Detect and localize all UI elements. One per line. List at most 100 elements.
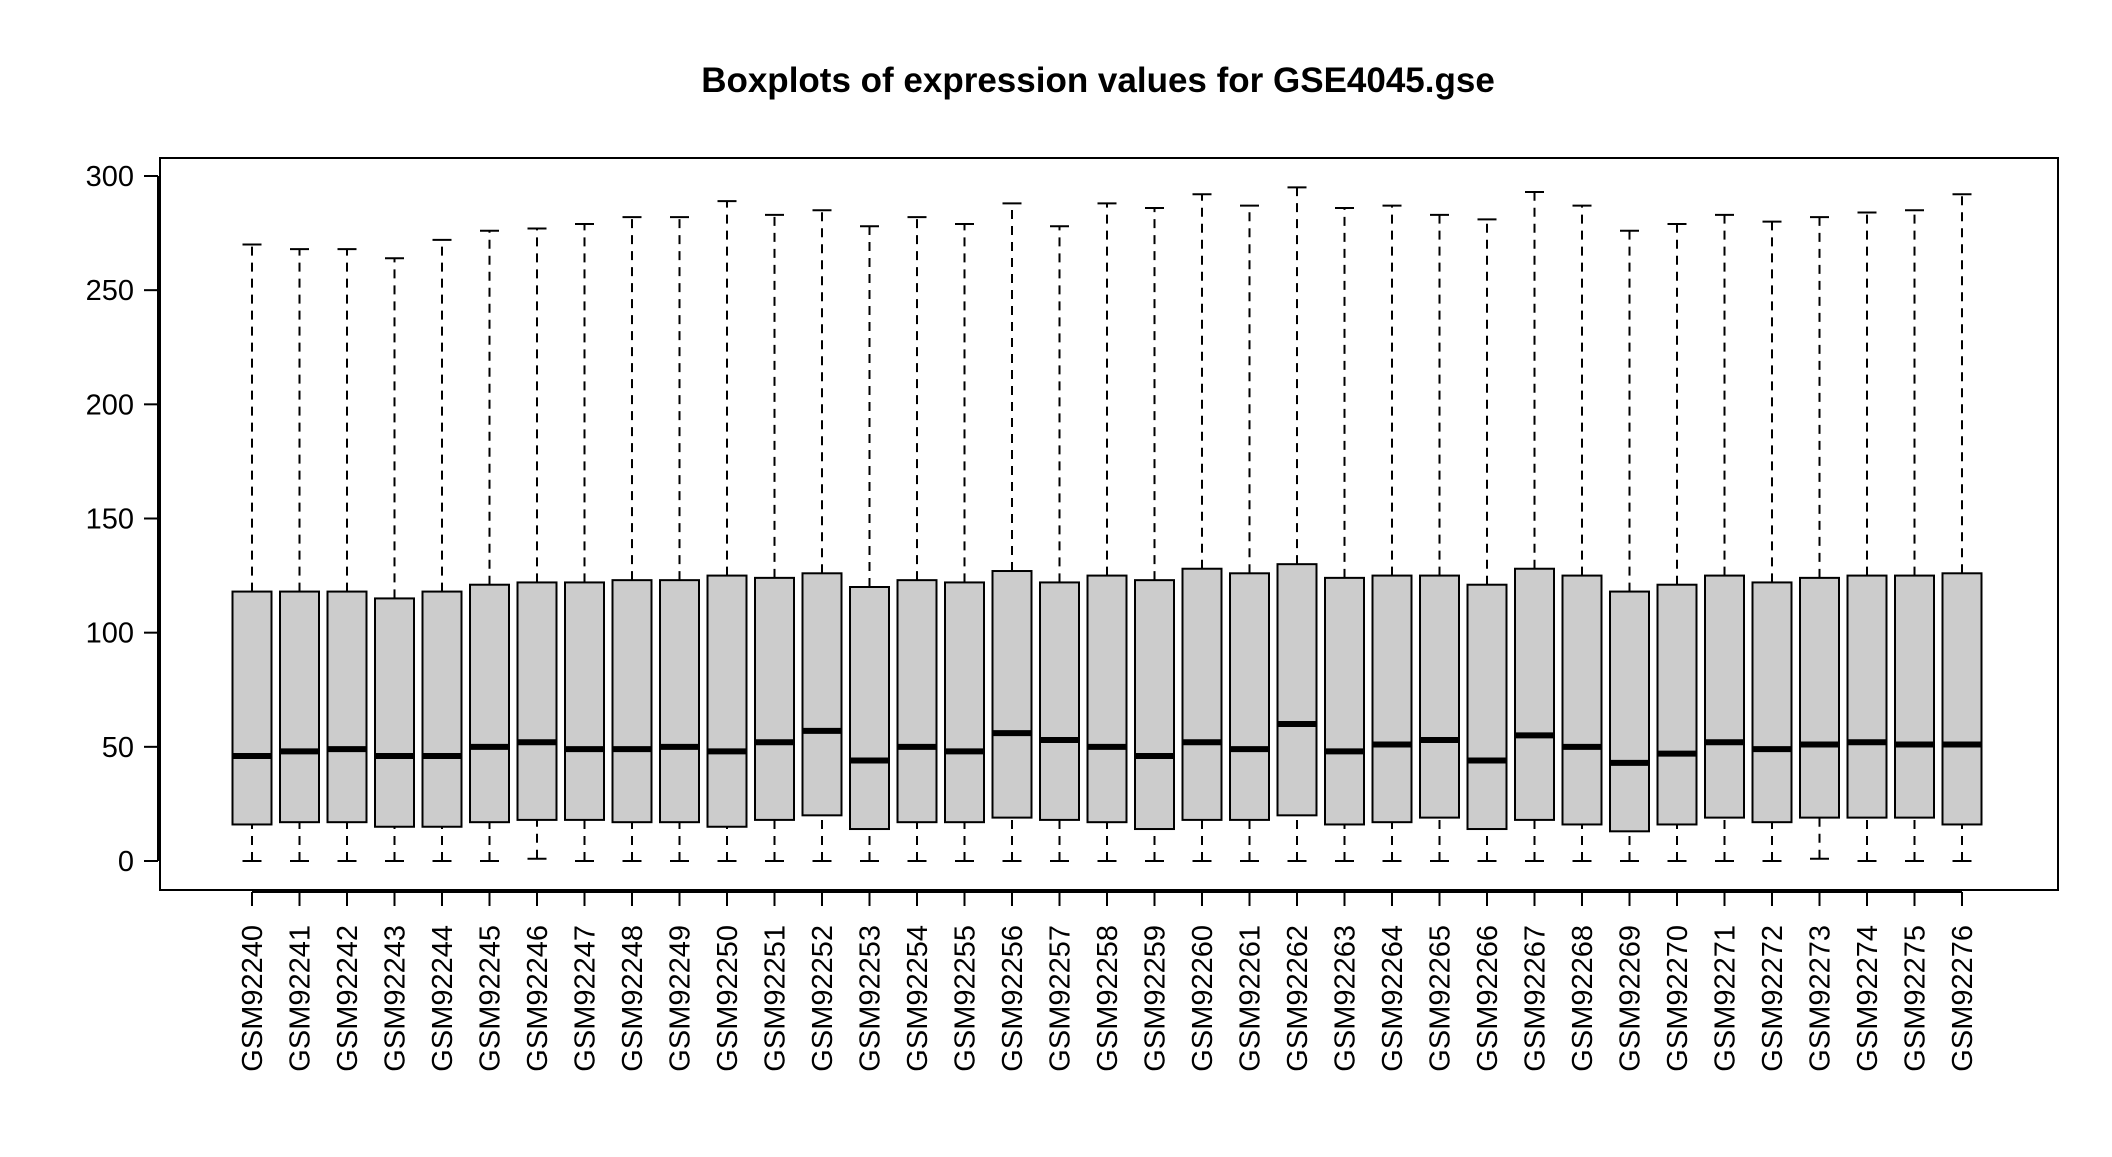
iqr-box — [374, 597, 415, 828]
iqr-box — [1751, 581, 1793, 824]
iqr-box — [1846, 574, 1888, 819]
x-tick-label: GSM92257 — [1045, 925, 1077, 1072]
x-tick-label: GSM92269 — [1615, 925, 1647, 1072]
iqr-box — [754, 576, 795, 821]
iqr-box — [849, 586, 890, 831]
x-tick-label: GSM92243 — [380, 925, 412, 1072]
iqr-box — [326, 590, 368, 824]
box-gsm92273 — [1799, 216, 1840, 860]
iqr-box — [1419, 574, 1460, 819]
x-axis: GSM92240 GSM92241 GSM92242 GSM92243 GSM92244… — [237, 891, 1979, 1072]
x-tick-label: GSM92273 — [1805, 925, 1837, 1072]
iqr-box — [1609, 590, 1650, 833]
box-gsm92270 — [1656, 222, 1698, 862]
x-tick-label: GSM92268 — [1567, 925, 1599, 1072]
iqr-box — [1134, 579, 1175, 831]
x-tick-label: GSM92258 — [1092, 925, 1124, 1072]
x-tick-label: GSM92274 — [1852, 925, 1884, 1072]
x-tick-label: GSM92248 — [617, 925, 649, 1072]
x-tick-label: GSM92266 — [1472, 925, 1504, 1072]
iqr-box — [1039, 581, 1080, 821]
x-tick-label: GSM92256 — [997, 925, 1029, 1072]
iqr-box — [659, 579, 700, 824]
x-tick-label: GSM92261 — [1235, 925, 1267, 1072]
x-tick-label: GSM92249 — [665, 925, 697, 1072]
x-tick-label: GSM92263 — [1330, 925, 1362, 1072]
box-gsm92272 — [1751, 220, 1793, 862]
iqr-box — [421, 590, 463, 828]
y-axis: 0 50 100 150 200 250 300 — [86, 161, 159, 878]
chart-title: Boxplots of expression values for GSE404… — [701, 61, 1495, 100]
iqr-box — [1276, 563, 1318, 817]
iqr-box — [944, 581, 985, 824]
iqr-box — [1704, 574, 1745, 819]
box-gsm92263 — [1324, 206, 1365, 862]
box-gsm92274 — [1846, 211, 1888, 862]
x-tick-label: GSM92260 — [1187, 925, 1219, 1072]
iqr-box — [279, 590, 320, 824]
x-tick-label: GSM92240 — [237, 925, 269, 1072]
x-tick-label: GSM92271 — [1710, 925, 1742, 1072]
box-gsm92267 — [1514, 190, 1555, 862]
iqr-box — [706, 574, 748, 828]
x-tick-label: GSM92251 — [760, 925, 792, 1072]
plot-frame — [159, 157, 2059, 891]
box-gsm92266 — [1466, 218, 1508, 862]
box-gsm92256 — [991, 202, 1033, 862]
box-gsm92261 — [1229, 204, 1270, 862]
iqr-box — [1894, 574, 1935, 819]
box-gsm92246 — [516, 227, 558, 860]
box-gsm92252 — [801, 209, 843, 862]
box-gsm92258 — [1086, 202, 1128, 862]
iqr-box — [1561, 574, 1603, 826]
box-gsm92264 — [1371, 204, 1413, 862]
iqr-box — [564, 581, 605, 821]
box-gsm92242 — [326, 248, 368, 862]
box-gsm92253 — [849, 225, 890, 862]
x-tick-label: GSM92265 — [1425, 925, 1457, 1072]
box-gsm92243 — [374, 257, 415, 862]
box-gsm92262 — [1276, 186, 1318, 862]
x-tick-label: GSM92267 — [1520, 925, 1552, 1072]
box-gsm92250 — [706, 200, 748, 862]
box-gsm92269 — [1609, 229, 1650, 862]
x-tick-label: GSM92259 — [1140, 925, 1172, 1072]
x-tick-label: GSM92246 — [522, 925, 554, 1072]
iqr-box — [1799, 576, 1840, 819]
iqr-box — [1181, 567, 1223, 821]
x-tick-label: GSM92252 — [807, 925, 839, 1072]
box-gsm92265 — [1419, 213, 1460, 862]
iqr-box — [231, 590, 273, 826]
x-tick-label: GSM92255 — [950, 925, 982, 1072]
boxes — [231, 186, 1983, 862]
iqr-box — [516, 581, 558, 821]
box-gsm92257 — [1039, 225, 1080, 862]
iqr-box — [1466, 583, 1508, 831]
box-gsm92241 — [279, 248, 320, 862]
box-gsm92271 — [1704, 213, 1745, 862]
box-gsm92240 — [231, 243, 273, 862]
box-gsm92245 — [469, 229, 510, 862]
y-tick-label: 100 — [86, 618, 134, 650]
box-gsm92260 — [1181, 193, 1223, 862]
box-gsm92247 — [564, 222, 605, 862]
x-tick-label: GSM92245 — [475, 925, 507, 1072]
box-gsm92275 — [1894, 209, 1935, 862]
x-tick-label: GSM92242 — [332, 925, 364, 1072]
x-tick-label: GSM92264 — [1377, 925, 1409, 1072]
box-gsm92259 — [1134, 206, 1175, 862]
y-tick-label: 0 — [118, 846, 134, 878]
iqr-box — [896, 579, 938, 824]
y-tick-label: 150 — [86, 504, 134, 536]
y-tick-label: 300 — [86, 161, 134, 193]
iqr-box — [1514, 567, 1555, 821]
x-tick-label: GSM92241 — [285, 925, 317, 1072]
box-gsm92268 — [1561, 204, 1603, 862]
box-gsm92251 — [754, 213, 795, 862]
x-tick-label: GSM92254 — [902, 925, 934, 1072]
x-tick-label: GSM92272 — [1757, 925, 1789, 1072]
iqr-box — [611, 579, 653, 824]
y-tick-label: 250 — [86, 275, 134, 307]
iqr-box — [1229, 572, 1270, 821]
